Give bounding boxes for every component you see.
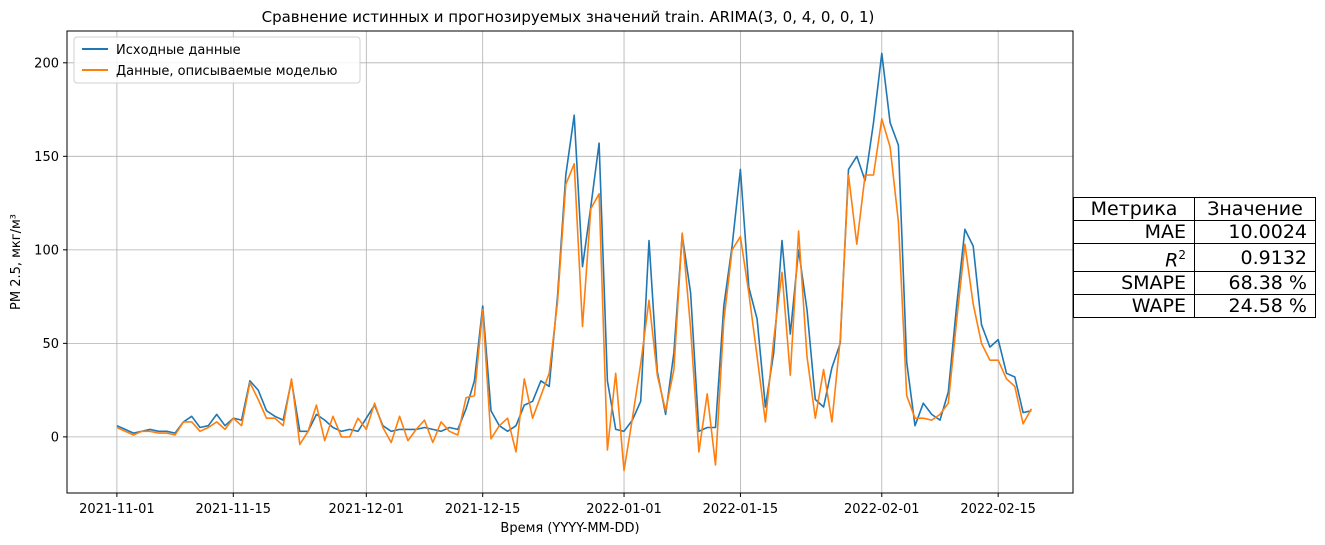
legend-box [73, 36, 361, 84]
y-tick-label: 200 [34, 56, 59, 71]
x-tick-label: 2022-01-15 [703, 502, 779, 517]
legend: Исходные данные Данные, описываемые моде… [73, 36, 361, 84]
chart-title: Сравнение истинных и прогнозируемых знач… [262, 8, 875, 26]
metric-name: SMAPE [1073, 271, 1195, 296]
metrics-row-wape: WAPE 24.58 % [1073, 294, 1316, 319]
series-line-original [116, 52, 1032, 434]
x-tick-label: 2021-11-15 [195, 502, 271, 517]
y-tick-label: 0 [51, 430, 59, 445]
legend-label-original: Исходные данные [116, 43, 241, 58]
metrics-header-value: Значение [1194, 197, 1316, 221]
metrics-row-r2: R2 0.9132 [1073, 242, 1316, 273]
x-tick-label: 2021-12-15 [445, 502, 521, 517]
metric-value: 68.38 % [1194, 271, 1316, 296]
metric-value: 0.9132 [1194, 242, 1316, 273]
metric-value: 24.58 % [1194, 294, 1316, 319]
x-tick-label: 2021-12-01 [329, 502, 405, 517]
legend-label-model: Данные, описываемые моделью [116, 64, 338, 79]
metrics-table: Метрика Значение MAE 10.0024 R2 0.9132 S… [1073, 197, 1316, 319]
metric-name-r2: R2 [1073, 242, 1195, 273]
metric-name: WAPE [1073, 294, 1195, 319]
metric-value: 10.0024 [1194, 220, 1316, 244]
series-line-model [116, 118, 1033, 472]
x-tick-label: 2022-02-15 [960, 502, 1036, 517]
y-tick-label: 50 [42, 337, 59, 352]
metrics-row-mae: MAE 10.0024 [1073, 220, 1316, 244]
y-axis-title: PM 2.5, мкг/м³ [9, 214, 24, 310]
y-tick-label: 150 [34, 150, 59, 165]
metric-name: MAE [1073, 220, 1195, 244]
x-tick-label: 2021-11-01 [79, 502, 155, 517]
metrics-header-row: Метрика Значение [1073, 197, 1316, 221]
x-tick-label: 2022-02-01 [844, 502, 920, 517]
axis-ticks: 2021-11-01 2021-11-15 2021-12-01 2021-12-15… [34, 56, 1036, 517]
x-axis-title: Время (YYYY-MM-DD) [500, 521, 639, 536]
y-tick-label: 100 [34, 243, 59, 258]
metrics-row-smape: SMAPE 68.38 % [1073, 271, 1316, 296]
series-lines [116, 52, 1033, 472]
metrics-header-metric: Метрика [1073, 197, 1195, 221]
x-tick-label: 2022-01-01 [586, 502, 662, 517]
